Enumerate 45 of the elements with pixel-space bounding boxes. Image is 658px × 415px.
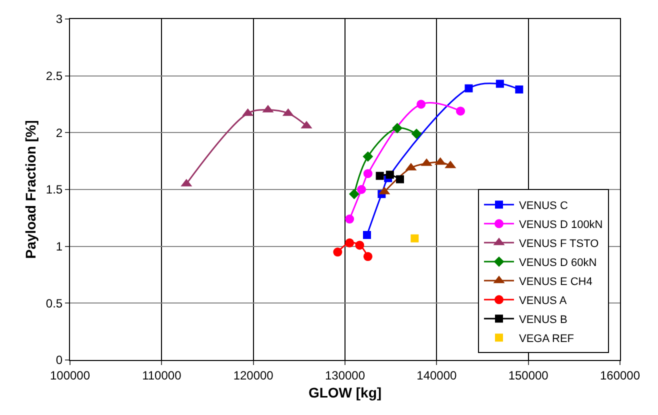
y-tick-label: 1 (56, 240, 63, 254)
point (363, 169, 372, 178)
point (345, 214, 354, 224)
x-tick-label: 160000 (600, 368, 640, 382)
x-tick-label: 130000 (324, 368, 366, 382)
point (410, 234, 419, 242)
point (386, 170, 394, 179)
x-axis-title: GLOW [kg] (308, 384, 382, 401)
point (411, 128, 422, 139)
y-tick-label: 0.5 (46, 296, 63, 310)
legend-label: VENUS C (519, 200, 568, 212)
legend-label: VENUS B (519, 314, 568, 326)
point (416, 100, 426, 109)
legend-label: VENUS F TSTO (519, 238, 600, 250)
point (355, 240, 364, 250)
y-tick-label: 2 (56, 126, 63, 140)
point (333, 248, 342, 257)
point (464, 84, 473, 92)
y-tick-label: 1.5 (46, 182, 63, 197)
legend-label: VEGA REF (519, 332, 574, 345)
legend-label: VENUS E CH4 (519, 276, 592, 288)
y-tick-label: 0 (56, 353, 63, 368)
x-tick-label: 140000 (416, 368, 458, 382)
point (456, 106, 465, 116)
point (363, 252, 372, 262)
point (363, 230, 371, 239)
legend-label: VENUS A (519, 294, 568, 307)
point (496, 80, 504, 88)
y-tick-label: 2.5 (46, 69, 63, 84)
point (515, 85, 524, 94)
point (392, 122, 402, 134)
point (396, 175, 404, 184)
x-tick-label: 150000 (508, 368, 549, 382)
y-tick-label: 3 (56, 12, 63, 26)
point (345, 238, 354, 248)
x-tick-label: 100000 (50, 368, 90, 382)
x-tick-label: 120000 (233, 368, 274, 382)
y-axis-title: Payload Fraction [%] (22, 120, 39, 259)
point (362, 151, 374, 162)
x-tick-label: 110000 (142, 368, 182, 382)
point (376, 172, 384, 180)
point (357, 185, 366, 194)
legend-label: VENUS D 100kN (519, 218, 603, 231)
point (348, 188, 360, 200)
legend-label: VENUS D 60kN (519, 256, 597, 269)
